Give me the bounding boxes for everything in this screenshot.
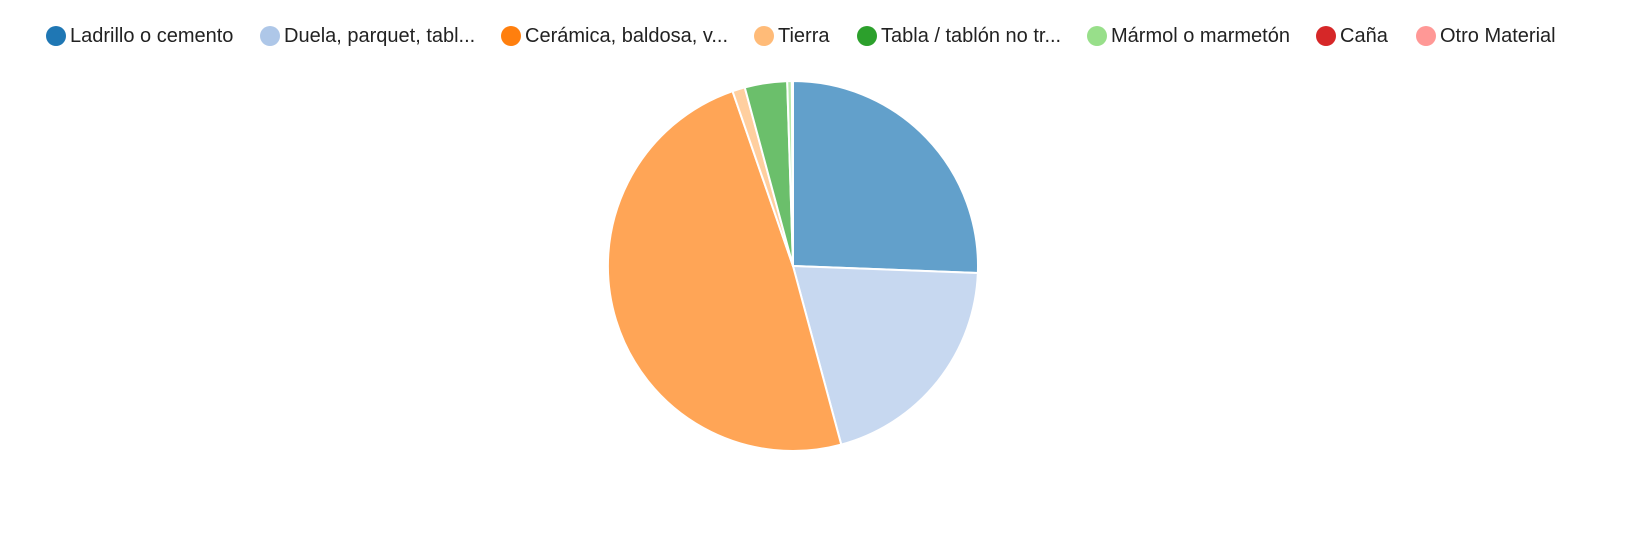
legend: Ladrillo o cemento Duela, parquet, tabl.… [0,0,1636,70]
pie-slice-ceramica-baldosa[interactable] [606,90,843,452]
legend-item-cana[interactable]: Caña [1316,22,1388,50]
pie-slice-duela-parquet[interactable] [792,265,979,446]
legend-color-dot [501,26,521,46]
legend-label: Duela, parquet, tabl... [284,25,476,47]
legend-item-duela-parquet[interactable]: Duela, parquet, tabl... [260,22,475,50]
legend-label: Mármol o marmetón [1111,25,1290,47]
legend-item-marmol-o-marmeton[interactable]: Mármol o marmetón [1087,22,1290,50]
legend-item-tierra[interactable]: Tierra [754,22,829,50]
legend-label: Otro Material [1440,25,1556,47]
legend-label: Cerámica, baldosa, v... [525,25,729,47]
pie-slice-otro-material[interactable] [791,79,794,267]
legend-color-dot [1316,26,1336,46]
pie-slice-ladrillo-o-cemento[interactable] [792,80,979,274]
legend-label: Tabla / tablón no tr... [881,25,1062,47]
legend-color-dot [857,26,877,46]
legend-item-ladrillo-o-cemento[interactable]: Ladrillo o cemento [46,22,233,50]
legend-label: Caña [1340,25,1388,47]
legend-color-dot [1087,26,1107,46]
legend-color-dot [46,26,66,46]
legend-label: Tierra [778,25,830,47]
legend-item-ceramica-baldosa[interactable]: Cerámica, baldosa, v... [501,22,728,50]
legend-color-dot [1416,26,1436,46]
legend-item-otro-material[interactable]: Otro Material [1416,22,1556,50]
legend-label: Ladrillo o cemento [70,25,234,47]
legend-item-tabla-tablon[interactable]: Tabla / tablón no tr... [857,22,1061,50]
legend-color-dot [754,26,774,46]
legend-color-dot [260,26,280,46]
